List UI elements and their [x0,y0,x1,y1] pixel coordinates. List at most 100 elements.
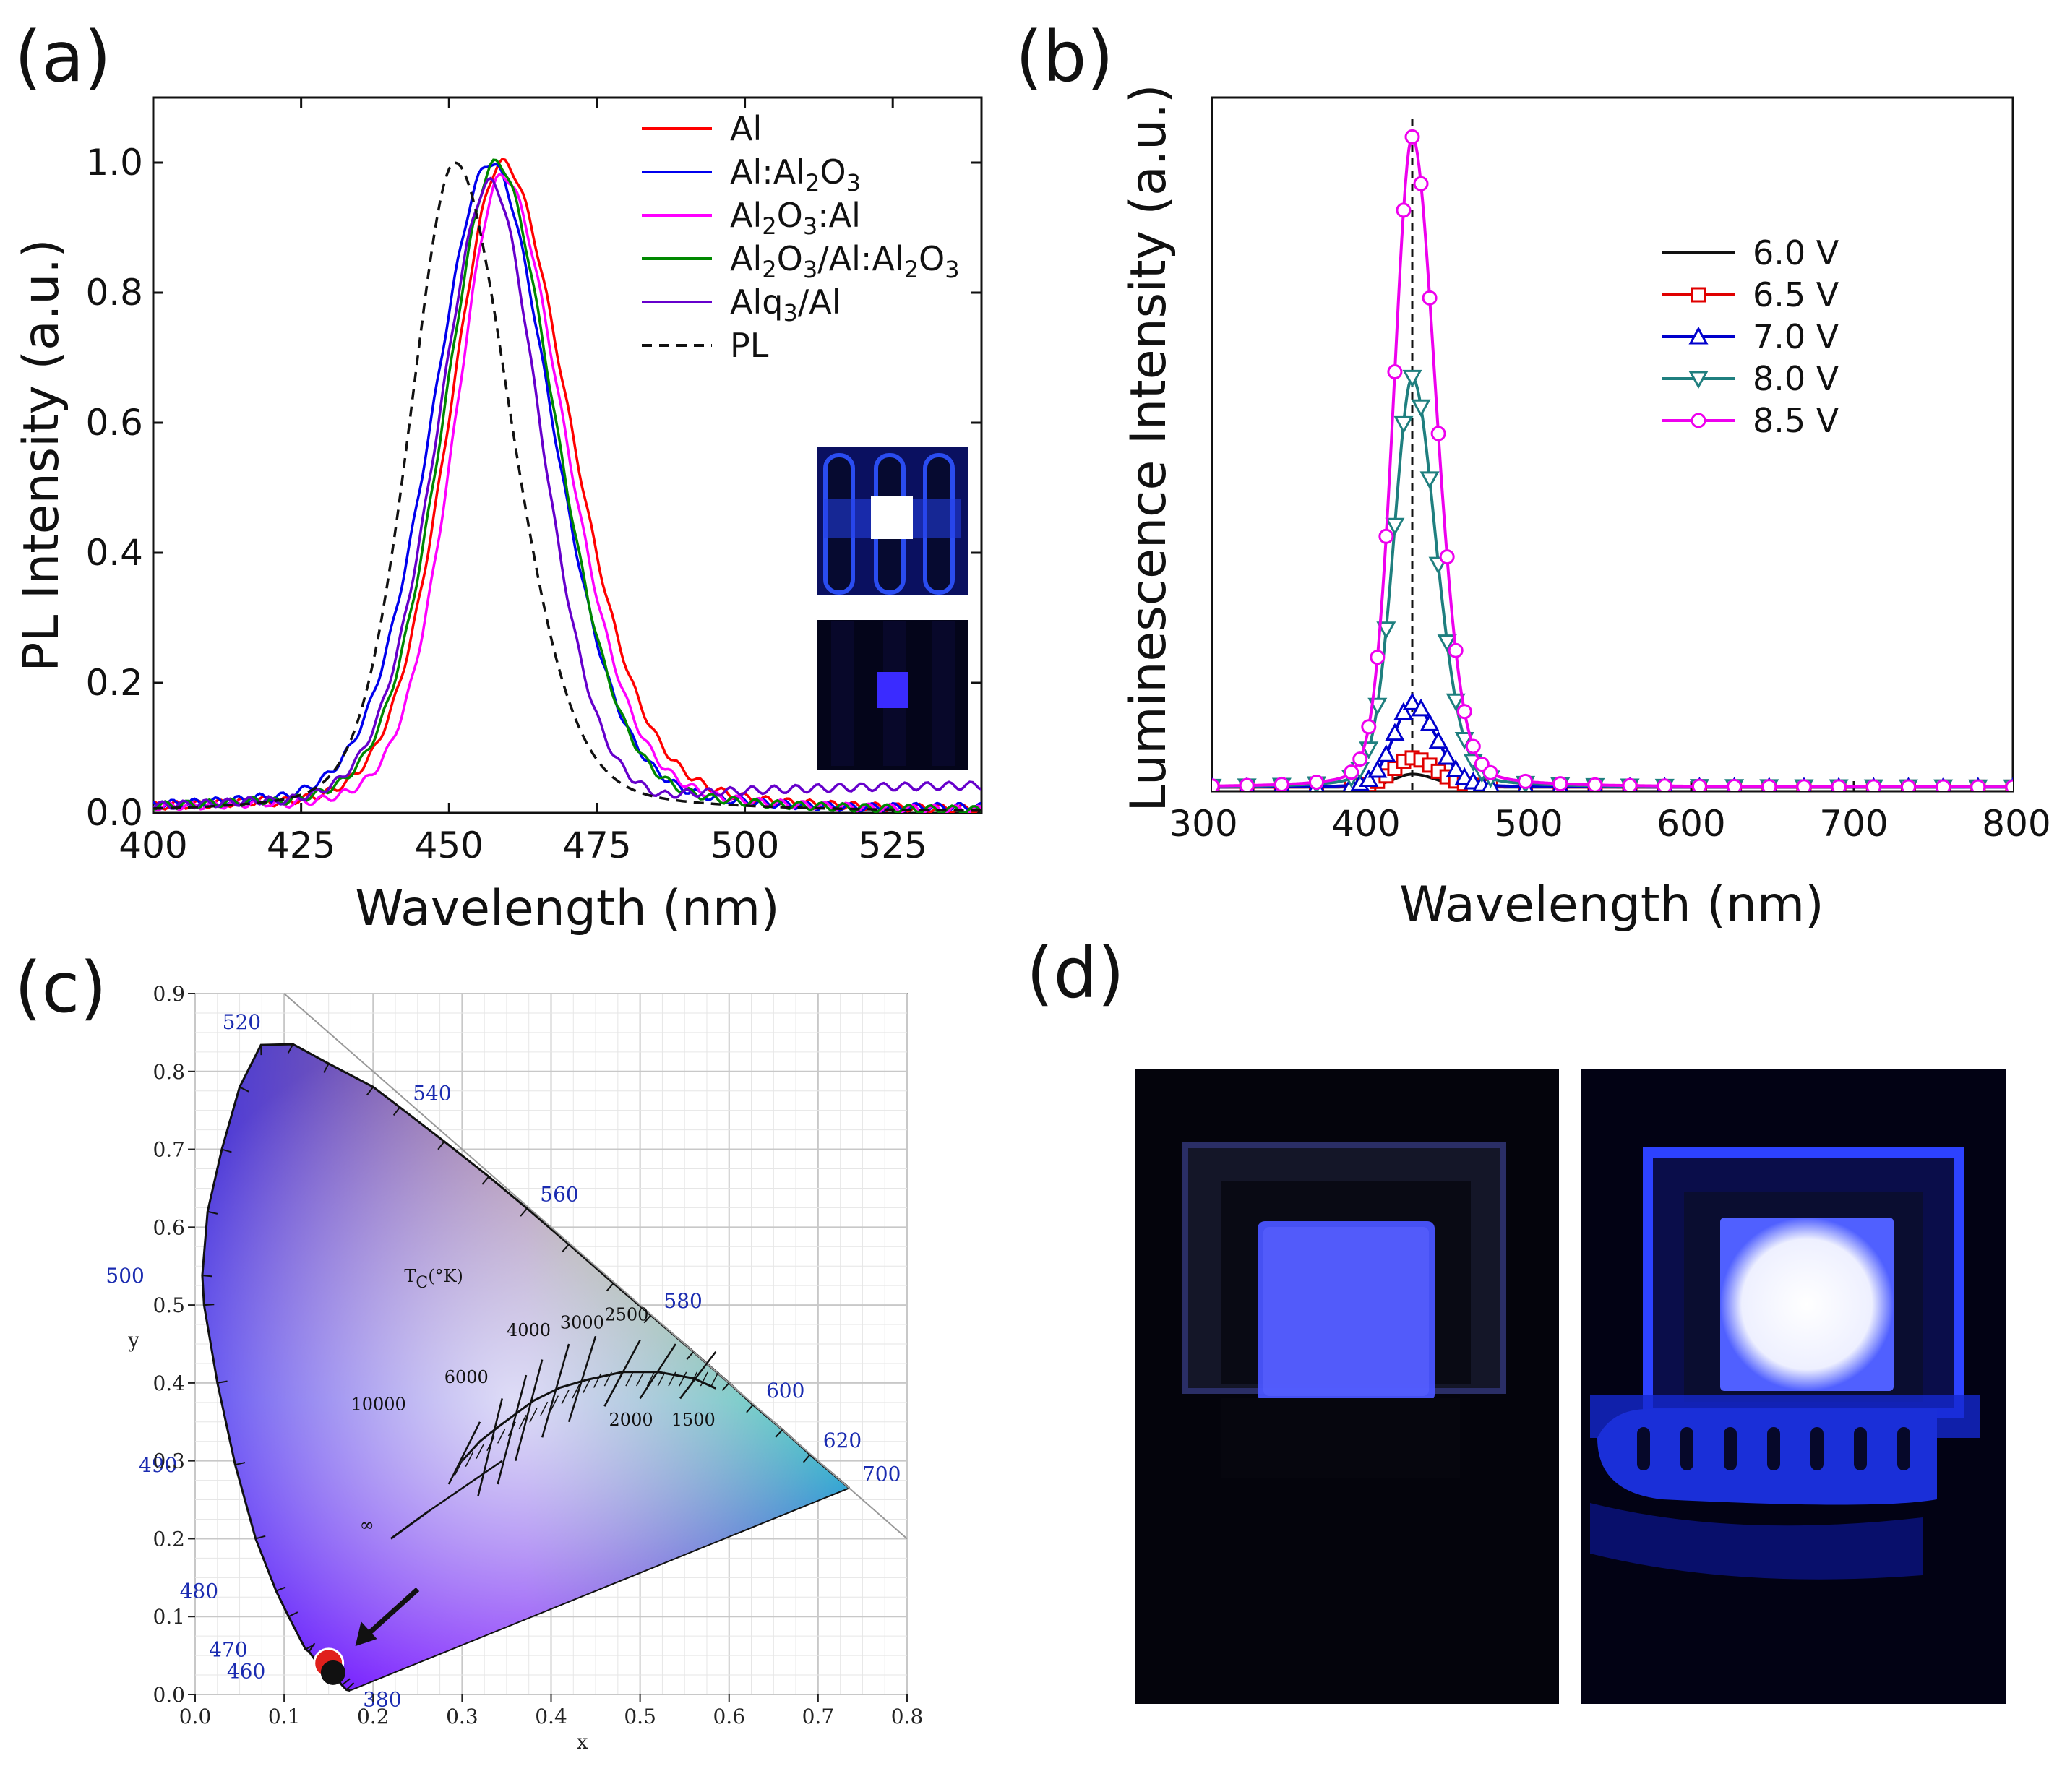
cie-locus-hatch [540,1401,549,1416]
panel-a-ytick-label: 1.0 [85,142,143,184]
cie-locus-tick [305,1644,315,1650]
cie-diagonal [283,993,908,1540]
cie-infinity-line [390,1510,429,1540]
cie-ytick-label: 0.4 [153,1371,185,1395]
panel-b-marker [1376,621,1396,639]
panel-a-xtick-label: 525 [858,824,927,866]
panel-d-photos [1135,1069,2006,1704]
cie-locus-tick [775,1429,783,1438]
panel-b-marker [1396,202,1412,218]
panel-a-legend-entry: PL [730,326,769,365]
panel-b-marker [1385,517,1405,536]
cie-tc-label: TC(°K) [404,1266,463,1292]
panel-b-marker [1761,779,1777,791]
panel-b-xtick-label: 700 [1819,803,1888,845]
cie-xtick-label: 0.0 [179,1705,212,1728]
cie-wavelength-label: 500 [106,1264,144,1288]
cie-temperature-label: 3000 [560,1312,604,1332]
cie-locus-hatch [507,1421,516,1436]
panel-b-marker [1309,774,1325,790]
cie-locus-tick [562,1244,570,1253]
panel-a-series-alq3-al [153,176,981,810]
cie-locus-tick [288,1611,298,1618]
cie-locus-hatch [657,1371,666,1387]
panel-b-marker [1446,693,1466,712]
cie-ytick-label: 0.1 [153,1605,185,1629]
cie-purple-line [349,1487,850,1692]
cie-isotherm [447,1421,481,1485]
panel-b-marker [1212,778,1220,791]
panel-b-marker [1448,642,1464,658]
cie-isotherm [541,1343,570,1438]
panel-b-marker [1404,129,1420,145]
cie-ytick-label: 0.0 [153,1683,185,1707]
panel-label-b: (b) [1015,17,1114,98]
cie-locus-tick [392,1106,400,1116]
cie-wavelength-label: 540 [413,1081,451,1105]
cie-wavelength-label: 560 [540,1182,578,1206]
cie-wavelength-label: 700 [862,1462,901,1486]
cie-locus-hatch [550,1395,559,1410]
panel-b-legend-entry: 8.5 V [1753,401,1839,440]
cie-locus-hatch [646,1371,655,1387]
panel-a-ytick-label: 0.2 [85,662,143,704]
cie-locus-tick [255,1535,266,1540]
cie-locus-tick [802,1454,811,1463]
panel-b-legend-marker [1691,287,1706,303]
panel-b-marker [1385,723,1405,741]
cie-locus-tick [366,1086,374,1096]
panel-b-marker [1402,369,1422,388]
cie-locus-tick [437,1141,445,1150]
cie-ytick-label: 0.6 [153,1215,185,1239]
panel-b-marker [1437,746,1457,765]
panel-b-marker [1900,779,1916,791]
panel-label-a: (a) [14,17,111,98]
cie-isotherm [567,1335,597,1423]
panel-b-legend-entry: 7.0 V [1753,317,1839,356]
cie-temperature-label: 10000 [351,1395,405,1415]
cie-locus-tick [345,1682,355,1691]
panel-b-marker [1456,704,1472,720]
panel-b-ylabel: Luminescence Intensity (a.u.) [1120,84,1177,811]
cie-gamut-white [202,1044,849,1691]
photo-right-device [1581,1069,2006,1704]
cie-locus-hatch [679,1371,687,1387]
cie-locus-hatch [710,1371,719,1387]
cie-locus-hatch [454,1460,463,1476]
panel-b-marker [1446,759,1466,777]
panel-a-xtick-label: 450 [415,824,484,866]
panel-b-marker [1970,779,1986,791]
panel-b-marker [1413,176,1429,191]
cie-xtick-label: 0.5 [624,1705,656,1728]
panel-a-ytick-label: 0.4 [85,532,143,574]
panel-b-legend-entry: 6.5 V [1753,275,1839,314]
cie-isotherm [679,1351,717,1400]
cie-locus-hatch [614,1371,623,1387]
panel-b-xlabel: Wavelength (nm) [1399,876,1824,934]
cie-wavelength-label: 520 [223,1010,261,1034]
panel-a-chart: 400 425 450 475 500 525 0.0 0.2 0.4 0.6 0.8 1.0 Wav… [13,96,983,937]
panel-b-marker [1344,764,1359,780]
cie-wavelength-label: 580 [663,1289,702,1313]
panel-b-marker [1393,415,1414,434]
panel-a-xtick-label: 400 [119,824,187,866]
panel-b-marker [1439,549,1455,565]
panel-b-series-8-0- [1212,375,2013,789]
cie-temperature-label: 1500 [671,1410,716,1430]
cie-point-device-2 [320,1660,345,1685]
panel-a-xtick-label: 425 [267,824,335,866]
panel-b-marker [1239,777,1255,791]
cie-isotherm [477,1398,503,1496]
cie-temperature-label: 6000 [444,1367,489,1387]
panel-b-frame [1211,96,2014,793]
cie-xtick-label: 0.1 [268,1705,301,1728]
panel-b-marker [1273,777,1289,791]
panel-b-marker [1387,364,1403,380]
panel-a-ytick-label: 0.8 [85,272,143,314]
cie-wavelength-label: 620 [823,1429,862,1452]
cie-wavelength-label: 380 [363,1688,401,1712]
panel-b-legend-marker [1688,326,1709,345]
